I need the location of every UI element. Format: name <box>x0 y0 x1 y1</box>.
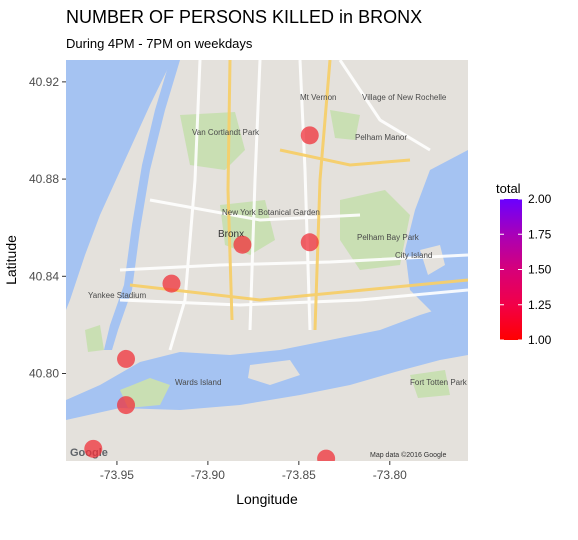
axes: -73.95 -73.90 -73.85 -73.80 40.80 40.84 40.88 4… <box>29 75 407 482</box>
fort-totten-park <box>410 370 450 398</box>
data-point <box>162 274 181 293</box>
data-points <box>84 126 336 461</box>
label-fort-totten: Fort Totten Park <box>410 378 468 387</box>
chart-subtitle: During 4PM - 7PM on weekdays <box>66 36 253 51</box>
x-tick-label: -73.90 <box>191 468 225 482</box>
chart-title: NUMBER OF PERSONS KILLED in BRONX <box>66 7 422 27</box>
data-point <box>300 126 319 145</box>
y-tick-label: 40.92 <box>29 75 59 89</box>
x-tick-label: -73.85 <box>282 468 316 482</box>
y-axis-title: Latitude <box>3 235 19 285</box>
legend-tick-label: 2.00 <box>528 192 552 206</box>
data-point <box>233 235 252 254</box>
map-roads <box>119 60 468 351</box>
y-tick-label: 40.88 <box>29 172 59 186</box>
label-city-island: City Island <box>395 251 432 260</box>
pelham-bay-park <box>340 190 410 270</box>
data-point <box>117 396 136 415</box>
label-botanical: New York Botanical Garden <box>222 208 320 217</box>
x-tick-label: -73.95 <box>100 468 134 482</box>
label-map-credit: Map data ©2016 Google <box>370 451 446 459</box>
legend: total 1.00 1.25 1.50 1.75 2.00 <box>496 181 552 347</box>
data-point <box>300 233 319 252</box>
harlem-river <box>104 60 180 350</box>
label-wards-island: Wards Island <box>175 378 221 387</box>
city-island-shape <box>420 245 445 275</box>
legend-tick-label: 1.00 <box>528 333 552 347</box>
label-pelham-bay: Pelham Bay Park <box>357 233 420 242</box>
legend-tick-label: 1.25 <box>528 298 552 312</box>
y-tick-label: 40.84 <box>29 269 59 283</box>
data-point <box>84 439 103 458</box>
label-bronx: Bronx <box>218 229 244 240</box>
x-tick-label: -73.80 <box>373 468 407 482</box>
label-new-rochelle: Village of New Rochelle <box>362 93 447 102</box>
legend-tick-label: 1.75 <box>528 227 552 241</box>
data-point <box>117 349 136 368</box>
x-axis-title: Longitude <box>236 491 298 507</box>
map-basemap: Mt Vernon Village of New Rochelle Van Co… <box>66 60 468 461</box>
pelham-manor-park <box>330 110 360 140</box>
legend-title: total <box>496 181 521 196</box>
manhattan-park <box>85 325 104 352</box>
label-mt-vernon: Mt Vernon <box>300 93 336 102</box>
data-point <box>317 449 336 461</box>
label-yankee-stadium: Yankee Stadium <box>88 291 146 300</box>
hudson-river <box>66 60 172 310</box>
legend-tick-label: 1.50 <box>528 263 552 277</box>
legend-ticks: 1.00 1.25 1.50 1.75 2.00 <box>500 192 552 347</box>
queens-land <box>66 355 468 461</box>
rikers-island <box>248 360 300 385</box>
legend-colorbar <box>500 199 522 340</box>
label-pelham-manor: Pelham Manor <box>355 133 407 142</box>
y-tick-label: 40.80 <box>29 367 59 381</box>
label-van-cortlandt: Van Cortlandt Park <box>192 128 260 137</box>
